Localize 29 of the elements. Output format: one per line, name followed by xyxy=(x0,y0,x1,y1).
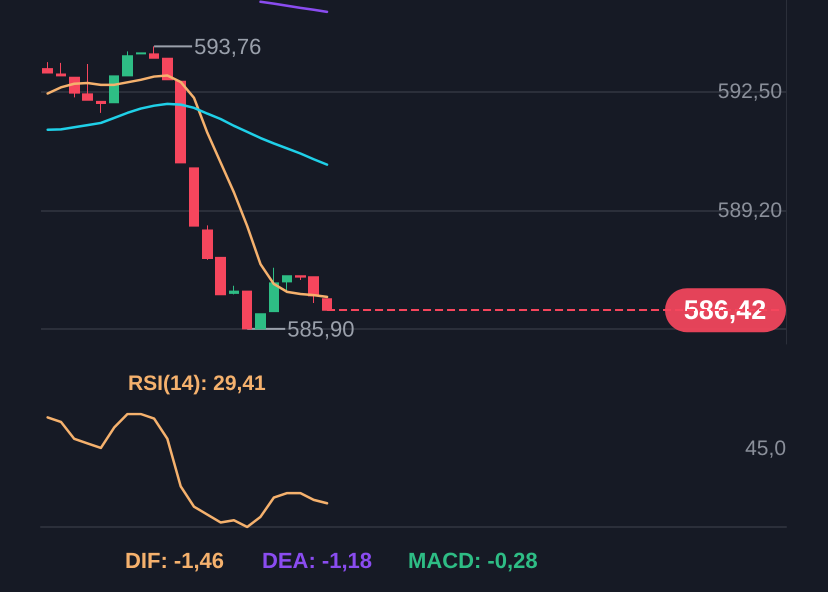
line-series xyxy=(46,74,328,298)
candlestick xyxy=(295,275,306,281)
candlestick xyxy=(229,285,239,295)
line-series xyxy=(259,0,328,14)
candlestick xyxy=(255,313,266,330)
candlestick xyxy=(109,75,119,104)
candlestick xyxy=(96,100,106,114)
line-series xyxy=(46,102,328,166)
annotation: 45,0 xyxy=(745,437,786,460)
chart-title: RSI(14): 29,41 xyxy=(128,372,266,395)
text: MACD: -0,28 xyxy=(408,548,538,574)
candlestick xyxy=(56,62,66,76)
candlestick xyxy=(122,50,133,76)
candlestick xyxy=(189,167,199,227)
candlestick xyxy=(202,224,213,260)
annotation: 585,90 xyxy=(287,316,354,342)
candlestick xyxy=(215,256,226,296)
text: DIF: -1,46 xyxy=(125,548,224,574)
y-tick-label: 589,20 xyxy=(718,198,782,222)
candlestick xyxy=(82,63,93,101)
candlestick xyxy=(149,46,159,59)
y-tick-label: 592,50 xyxy=(718,80,782,104)
candlestick xyxy=(175,80,186,164)
candlestick xyxy=(282,275,292,292)
text: DEA: -1,18 xyxy=(262,548,372,574)
candlestick xyxy=(269,267,279,312)
candlestick xyxy=(242,290,252,330)
candlestick xyxy=(42,62,53,74)
annotation: 593,76 xyxy=(194,34,262,59)
